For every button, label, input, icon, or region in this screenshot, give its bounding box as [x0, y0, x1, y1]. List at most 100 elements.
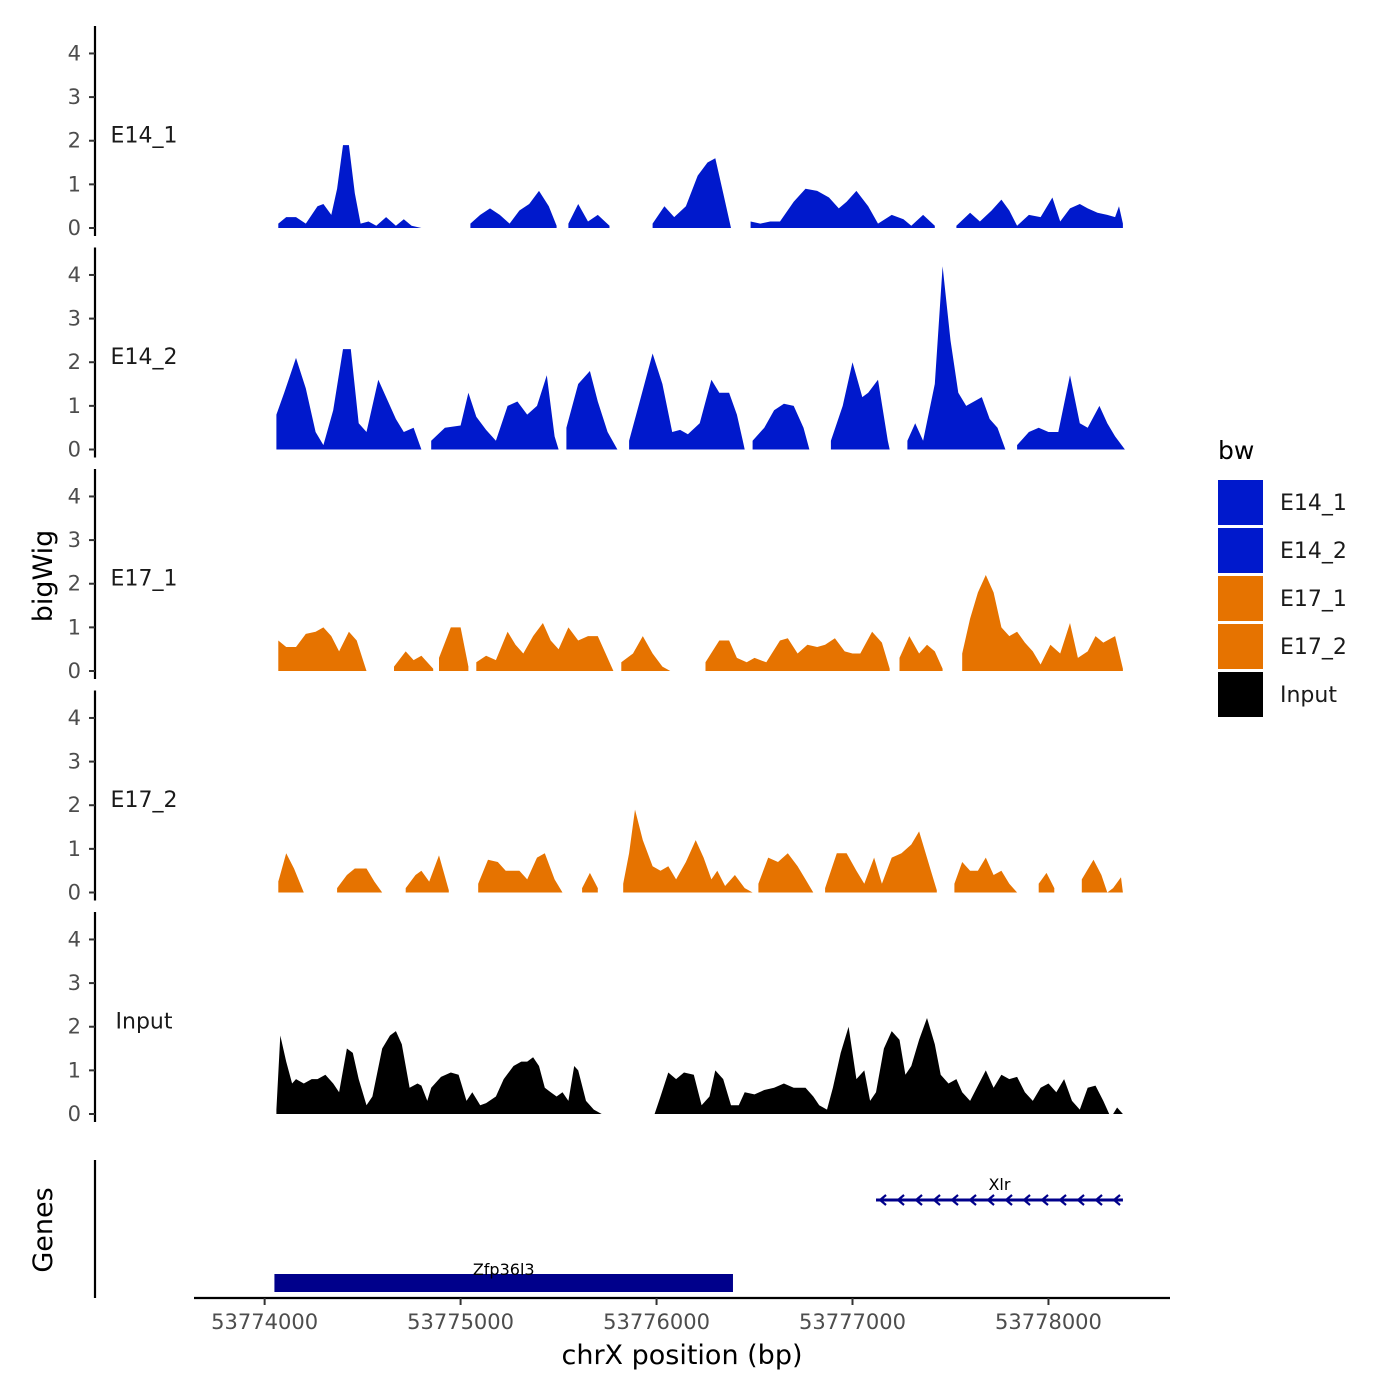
y-tick-label-Input-4: 4 — [68, 927, 81, 951]
area-E17_2-3 — [478, 853, 563, 893]
area-Input-2 — [1113, 1107, 1123, 1114]
gene-strand-arrow — [1058, 1194, 1067, 1206]
gene-strand-arrow — [968, 1194, 977, 1206]
x-axis-title: chrX position (bp) — [561, 1340, 802, 1371]
area-E14_1-2 — [568, 204, 610, 228]
track-label-E14_1: E14_1 — [111, 124, 178, 149]
gene-bar-Zfp36l3 — [274, 1274, 733, 1292]
area-E14_2-0 — [276, 349, 422, 450]
y-tick-label-Input-2: 2 — [68, 1015, 81, 1039]
y-axis-title: bigWig — [28, 530, 59, 623]
area-E17_1-3 — [476, 623, 614, 671]
area-E14_1-3 — [652, 158, 731, 228]
gene-strand-arrow — [1022, 1194, 1031, 1206]
y-tick-label-E14_2-3: 3 — [68, 307, 81, 331]
legend: bw E14_1 E14_2 E17_1 E17_2 Input — [1218, 436, 1347, 717]
area-E14_2-4 — [752, 403, 810, 450]
area-E17_2-9 — [1038, 872, 1055, 893]
track-E14_2: 0 1 2 3 4 E14_2 — [68, 247, 1125, 462]
area-E17_2-7 — [825, 831, 937, 893]
gene-label-Zfp36l3: Zfp36l3 — [473, 1260, 535, 1279]
area-E17_2-6 — [758, 853, 814, 893]
gene-strand-arrow — [932, 1194, 941, 1206]
legend-label-E14_2: E14_2 — [1280, 539, 1347, 564]
genes-track: Xlr Zfp36l3 — [93, 1160, 1123, 1298]
area-E17_1-7 — [962, 575, 1123, 671]
area-E14_2-6 — [907, 266, 1006, 450]
x-tick-label-53777000: 53777000 — [799, 1310, 906, 1334]
y-tick-label-E14_1-2: 2 — [68, 129, 81, 153]
area-E14_1-0 — [278, 145, 422, 228]
area-E14_2-3 — [629, 353, 745, 450]
y-tick-label-Input-1: 1 — [68, 1058, 81, 1082]
y-tick-label-E17_2-0: 0 — [68, 881, 81, 905]
y-tick-label-E14_2-4: 4 — [68, 263, 81, 287]
area-E14_1-1 — [470, 190, 557, 228]
area-E14_1-4 — [750, 188, 935, 228]
area-E17_1-1 — [394, 651, 434, 671]
y-tick-label-Input-0: 0 — [68, 1102, 81, 1126]
track-label-E14_2: E14_2 — [111, 345, 178, 370]
area-E17_2-1 — [337, 868, 383, 893]
y-tick-label-E14_2-1: 1 — [68, 394, 81, 418]
area-E17_2-0 — [278, 853, 304, 893]
track-label-Input: Input — [116, 1010, 173, 1035]
legend-swatch-Input — [1218, 672, 1263, 717]
y-tick-label-E17_2-1: 1 — [68, 837, 81, 861]
area-E14_2-1 — [431, 375, 559, 450]
x-tick-label-53776000: 53776000 — [603, 1310, 710, 1334]
track-E14_1: 0 1 2 3 4 E14_1 — [68, 26, 1123, 240]
gene-strand-arrow — [878, 1194, 887, 1206]
legend-label-E17_1: E17_1 — [1280, 587, 1347, 612]
legend-label-E14_1: E14_1 — [1280, 491, 1347, 516]
area-E17_1-4 — [621, 636, 671, 671]
y-tick-label-E14_1-3: 3 — [68, 85, 81, 109]
gene-strand-arrow — [914, 1194, 923, 1206]
gene-strand-arrow — [950, 1194, 959, 1206]
legend-swatch-E17_1 — [1218, 576, 1263, 621]
x-axis: 53774000 53775000 53776000 53777000 53778000 — [194, 1296, 1170, 1334]
track-label-E17_2: E17_2 — [111, 788, 178, 813]
track-Input: 0 1 2 3 4 Input — [68, 912, 1123, 1126]
gene-strand-arrow — [986, 1194, 995, 1206]
y-tick-label-E14_1-1: 1 — [68, 172, 81, 196]
area-E17_1-5 — [705, 631, 890, 671]
gene-strand-arrow — [896, 1194, 905, 1206]
area-E14_2-2 — [566, 371, 618, 450]
track-label-E17_1: E17_1 — [111, 567, 178, 592]
legend-label-Input: Input — [1280, 683, 1337, 708]
area-Input-1 — [654, 1018, 1110, 1114]
y-tick-label-E17_1-3: 3 — [68, 528, 81, 552]
y-tick-label-E14_1-0: 0 — [68, 216, 81, 240]
gene-label-Xlr: Xlr — [988, 1175, 1010, 1194]
gene-strand-arrow — [1076, 1194, 1085, 1206]
track-E17_2: 0 1 2 3 4 E17_2 — [68, 690, 1123, 905]
area-E14_2-5 — [830, 362, 890, 450]
area-E17_1-6 — [899, 636, 943, 671]
x-tick-label-53775000: 53775000 — [407, 1310, 514, 1334]
gene-strand-arrow — [1004, 1194, 1013, 1206]
y-tick-label-E17_2-2: 2 — [68, 793, 81, 817]
genes-track-title: Genes — [28, 1187, 59, 1272]
y-tick-label-Input-3: 3 — [68, 971, 81, 995]
y-tick-label-E17_2-3: 3 — [68, 750, 81, 774]
area-E17_1-0 — [278, 627, 367, 671]
area-E17_2-8 — [954, 857, 1018, 893]
y-tick-label-E17_1-2: 2 — [68, 572, 81, 596]
legend-swatch-E14_2 — [1218, 528, 1263, 573]
legend-swatch-E14_1 — [1218, 480, 1263, 525]
signal-tracks: 0 1 2 3 4 E14_1 0 1 2 3 4 E14_2 0 1 2 3 4 E17_1 0 1 2 3 4 E17_2… — [68, 26, 1125, 1126]
track-E17_1: 0 1 2 3 4 E17_1 — [68, 469, 1123, 683]
legend-swatch-E17_2 — [1218, 624, 1263, 669]
y-tick-label-E17_1-1: 1 — [68, 615, 81, 639]
area-E17_2-10 — [1081, 859, 1123, 893]
gene-strand-arrow — [1040, 1194, 1049, 1206]
area-E14_2-7 — [1017, 375, 1125, 450]
y-tick-label-E17_2-4: 4 — [68, 706, 81, 730]
area-E17_1-2 — [439, 627, 469, 671]
legend-label-E17_2: E17_2 — [1280, 635, 1347, 660]
y-tick-label-E14_1-4: 4 — [68, 41, 81, 65]
legend-title: bw — [1218, 436, 1254, 465]
area-E17_2-2 — [405, 855, 449, 893]
